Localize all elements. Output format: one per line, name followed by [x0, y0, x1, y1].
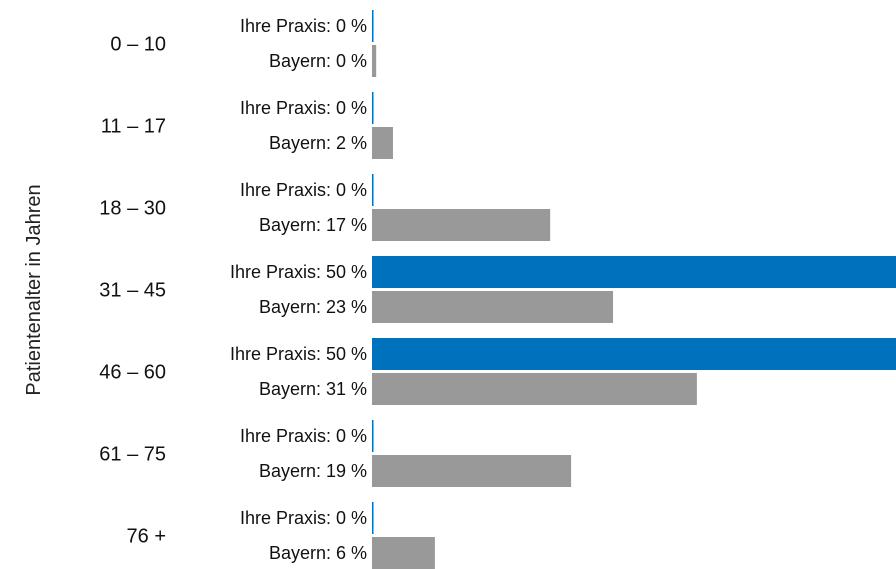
category-label: 61 – 75	[99, 444, 166, 466]
bar-ihre-praxis	[372, 338, 896, 370]
data-label: Ihre Praxis: 50 %	[230, 344, 367, 364]
bar-bayern	[372, 209, 551, 241]
bar-bayern	[372, 291, 614, 323]
category-label: 18 – 30	[99, 198, 166, 220]
data-label: Bayern: 31 %	[259, 379, 367, 399]
category-label: 31 – 45	[99, 280, 166, 302]
y-axis-label: Patientenalter in Jahren	[23, 184, 45, 395]
data-label: Bayern: 2 %	[269, 133, 367, 153]
category-label: 0 – 10	[110, 34, 166, 56]
bar-bayern	[372, 455, 572, 487]
bar-bayern	[372, 45, 377, 77]
bar-ihre-praxis	[372, 256, 896, 288]
data-label: Ihre Praxis: 0 %	[240, 16, 367, 36]
data-label: Ihre Praxis: 0 %	[240, 98, 367, 118]
data-label: Bayern: 0 %	[269, 51, 367, 71]
data-label: Bayern: 23 %	[259, 297, 367, 317]
bar-bayern	[372, 373, 697, 405]
bar-ihre-praxis	[372, 92, 374, 124]
bar-ihre-praxis	[372, 502, 374, 534]
bar-bayern	[372, 537, 435, 569]
data-label: Bayern: 17 %	[259, 215, 367, 235]
data-label: Ihre Praxis: 50 %	[230, 262, 367, 282]
category-label: 76 +	[127, 526, 166, 548]
data-label: Ihre Praxis: 0 %	[240, 426, 367, 446]
chart-marks: 0 – 10 Ihre Praxis: 0 % Bayern: 0 % 11 – 17…	[99, 10, 896, 569]
bar-ihre-praxis	[372, 420, 374, 452]
category-label: 11 – 17	[101, 116, 166, 138]
data-label: Ihre Praxis: 0 %	[240, 180, 367, 200]
bar-bayern	[372, 127, 393, 159]
data-label: Ihre Praxis: 0 %	[240, 508, 367, 528]
category-label: 46 – 60	[99, 362, 166, 384]
bar-ihre-praxis	[372, 174, 374, 206]
bar-ihre-praxis	[372, 10, 374, 42]
data-label: Bayern: 19 %	[259, 461, 367, 481]
data-label: Bayern: 6 %	[269, 543, 367, 563]
